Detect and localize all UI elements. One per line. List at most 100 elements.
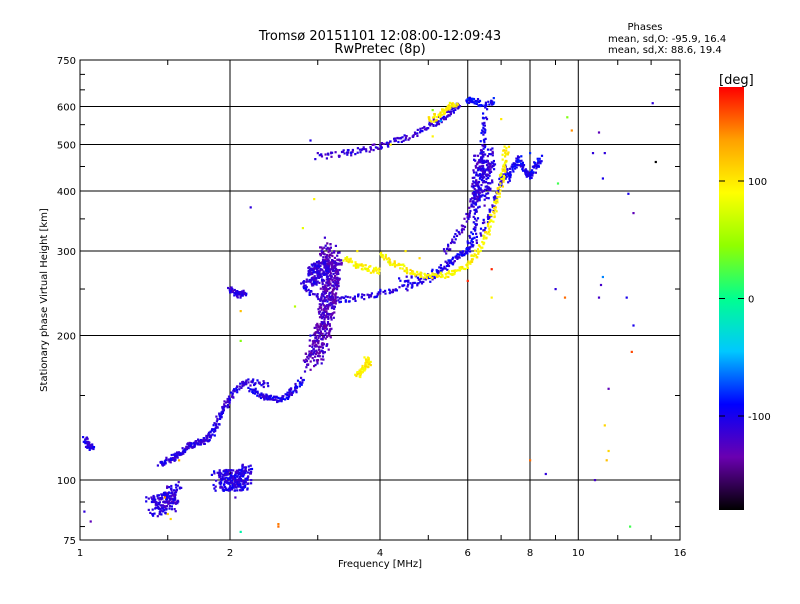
data-point	[482, 170, 485, 173]
data-point	[439, 115, 442, 119]
data-point	[226, 473, 229, 476]
data-point	[597, 131, 601, 134]
data-point	[331, 259, 334, 262]
data-point	[482, 133, 485, 136]
data-point	[174, 493, 177, 496]
data-point	[239, 295, 242, 298]
data-point	[474, 249, 477, 252]
data-point	[337, 299, 340, 302]
data-point	[461, 250, 464, 253]
data-point	[492, 97, 495, 100]
data-point	[489, 225, 492, 228]
data-point	[473, 236, 476, 239]
data-point	[326, 300, 329, 303]
data-point	[245, 292, 248, 295]
data-point	[544, 472, 547, 476]
data-point	[224, 485, 227, 488]
data-point	[328, 303, 331, 306]
data-point	[354, 261, 357, 264]
data-point	[364, 264, 367, 267]
data-point	[478, 159, 481, 162]
data-point	[310, 269, 313, 272]
data-point	[321, 355, 324, 358]
data-point	[231, 393, 234, 397]
data-point	[260, 392, 263, 395]
data-point	[232, 486, 235, 489]
data-point	[473, 187, 476, 191]
data-point	[313, 359, 316, 362]
data-point	[325, 335, 329, 338]
data-point	[325, 316, 328, 319]
data-point	[496, 198, 499, 201]
data-point	[456, 253, 459, 256]
data-point	[280, 397, 283, 400]
data-point	[556, 182, 560, 185]
data-point	[222, 483, 225, 486]
y-tick-label: 750	[57, 56, 76, 67]
data-point	[434, 119, 437, 122]
data-point	[441, 113, 444, 116]
data-point	[463, 254, 466, 257]
data-point	[474, 209, 477, 212]
data-point	[321, 328, 325, 331]
data-point	[244, 466, 247, 469]
x-tick-label: 8	[527, 548, 533, 559]
data-point	[490, 161, 493, 164]
data-point	[430, 122, 433, 126]
data-point	[476, 217, 480, 220]
data-point	[625, 296, 628, 299]
data-point	[398, 286, 401, 289]
data-point	[332, 316, 335, 319]
data-point	[439, 271, 442, 274]
data-point	[416, 128, 419, 131]
data-point	[485, 118, 489, 121]
data-point	[411, 285, 414, 288]
data-point	[476, 98, 480, 101]
data-point	[465, 212, 468, 216]
data-point	[486, 148, 490, 151]
data-point	[321, 343, 324, 346]
data-point	[317, 308, 320, 311]
data-point	[482, 218, 485, 221]
data-point	[481, 104, 484, 107]
data-point	[198, 443, 201, 446]
data-point	[218, 415, 221, 418]
data-point	[460, 253, 463, 257]
data-point	[536, 165, 539, 168]
data-point	[481, 129, 484, 132]
data-point	[327, 279, 330, 282]
data-point	[446, 272, 449, 275]
data-point	[386, 141, 389, 144]
data-point	[225, 476, 228, 479]
data-point	[85, 440, 88, 443]
data-point	[154, 507, 157, 510]
data-point	[485, 175, 488, 178]
data-point	[222, 489, 226, 492]
data-point	[246, 471, 250, 474]
data-point	[258, 395, 261, 398]
data-point	[252, 388, 255, 391]
data-point	[227, 477, 230, 480]
data-point	[339, 300, 342, 303]
data-point	[311, 284, 314, 287]
data-point	[482, 164, 485, 168]
data-point	[488, 217, 491, 220]
colorbar-tick-label: 100	[748, 177, 767, 188]
data-point	[307, 266, 310, 270]
data-point	[540, 154, 544, 157]
data-point	[508, 167, 512, 170]
data-point	[300, 383, 303, 386]
data-point	[416, 273, 419, 276]
data-point	[223, 400, 226, 403]
data-point	[170, 492, 173, 495]
data-point	[389, 143, 392, 146]
data-point	[346, 149, 349, 152]
data-point	[316, 331, 319, 334]
data-point	[457, 256, 460, 259]
data-point	[403, 284, 406, 287]
data-point	[244, 481, 248, 484]
data-point	[215, 479, 218, 482]
data-point	[324, 258, 327, 261]
data-point	[189, 444, 192, 448]
data-point	[325, 299, 328, 302]
